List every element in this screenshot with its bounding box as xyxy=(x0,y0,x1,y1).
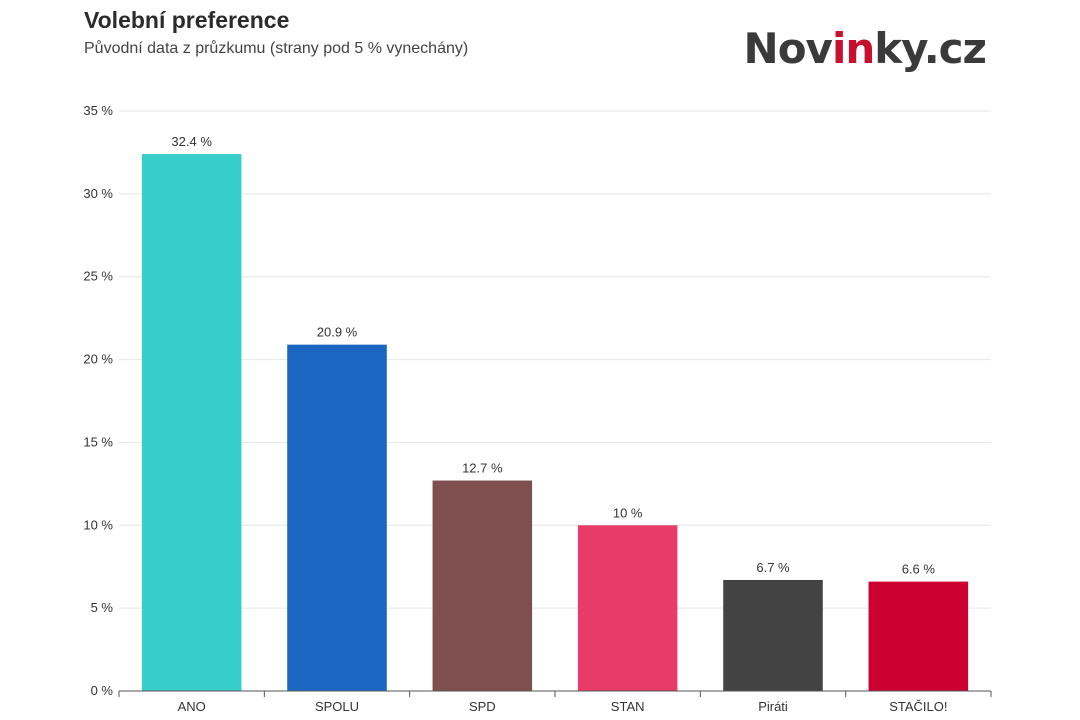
data-label: 6.6 % xyxy=(902,562,936,577)
y-tick-label: 5 % xyxy=(91,600,114,615)
bar-stailo[interactable] xyxy=(868,581,969,691)
category-label: Piráti xyxy=(758,699,788,714)
y-tick-label: 25 % xyxy=(83,269,113,284)
x-axis xyxy=(118,690,992,697)
data-label: 6.7 % xyxy=(756,560,790,575)
bar-spolu[interactable] xyxy=(287,344,387,691)
grid-lines xyxy=(119,110,991,609)
data-label: 20.9 % xyxy=(317,325,358,340)
logo-text-accent: in xyxy=(831,24,875,73)
y-tick-label: 35 % xyxy=(83,103,113,118)
logo-text-end: ky.cz xyxy=(874,24,987,73)
y-tick-label: 20 % xyxy=(83,352,113,367)
chart-title: Volební preference xyxy=(84,7,290,33)
y-tick-label: 0 % xyxy=(91,683,114,698)
category-label: SPOLU xyxy=(315,699,359,714)
y-tick-label: 10 % xyxy=(83,517,113,532)
data-label: 10 % xyxy=(613,505,643,520)
category-label: STAČILO! xyxy=(889,699,947,714)
y-axis-tick-labels: 0 % 5 % 10 % 15 % 20 % 25 % 30 % 35 % xyxy=(83,103,113,698)
bar-ano[interactable] xyxy=(141,154,242,692)
novinky-logo[interactable]: Novinky.cz xyxy=(744,28,987,70)
category-label: SPD xyxy=(469,699,496,714)
bar-spd[interactable] xyxy=(432,480,533,691)
data-label: 32.4 % xyxy=(171,134,212,149)
logo-text-start: Nov xyxy=(743,24,833,73)
category-label: STAN xyxy=(611,699,645,714)
bars xyxy=(141,154,969,692)
y-tick-label: 30 % xyxy=(83,186,113,201)
y-tick-label: 15 % xyxy=(83,434,113,449)
x-axis-category-labels: ANO SPOLU SPD STAN Piráti STAČILO! xyxy=(178,699,948,714)
data-labels: 32.4 % 20.9 % 12.7 % 10 % 6.7 % 6.6 % xyxy=(171,134,935,577)
data-label: 12.7 % xyxy=(462,461,503,476)
bar-pirti[interactable] xyxy=(723,579,823,691)
chart-subtitle: Původní data z průzkumu (strany pod 5 % … xyxy=(84,40,469,57)
category-label: ANO xyxy=(178,699,206,714)
bar-stan[interactable] xyxy=(577,525,678,691)
